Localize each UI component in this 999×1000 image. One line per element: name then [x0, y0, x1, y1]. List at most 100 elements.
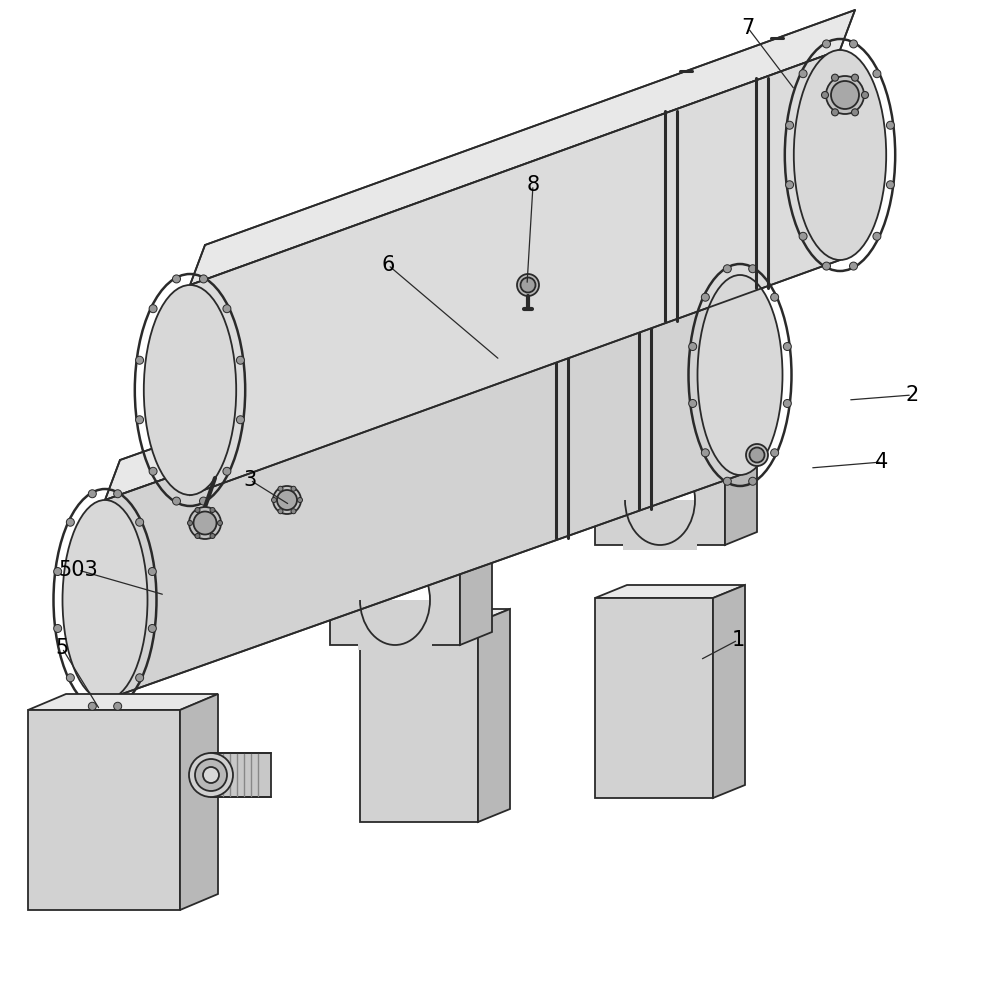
Ellipse shape [701, 293, 709, 301]
Ellipse shape [688, 399, 696, 407]
Ellipse shape [861, 92, 868, 99]
Ellipse shape [886, 121, 894, 129]
Ellipse shape [849, 40, 857, 48]
Ellipse shape [173, 275, 181, 283]
Polygon shape [360, 622, 478, 822]
Ellipse shape [218, 520, 223, 526]
Ellipse shape [189, 753, 233, 797]
Ellipse shape [873, 70, 881, 78]
Ellipse shape [520, 277, 535, 292]
Ellipse shape [697, 275, 782, 475]
Polygon shape [725, 367, 757, 545]
Polygon shape [211, 753, 271, 797]
Ellipse shape [851, 74, 858, 81]
Ellipse shape [821, 92, 828, 99]
Ellipse shape [136, 356, 144, 364]
Ellipse shape [66, 674, 74, 682]
Bar [623, 500, 697, 550]
Polygon shape [105, 235, 755, 500]
Ellipse shape [851, 109, 858, 116]
Polygon shape [460, 467, 492, 645]
Polygon shape [595, 598, 713, 798]
Polygon shape [713, 585, 745, 798]
Text: 5: 5 [55, 638, 69, 658]
Ellipse shape [188, 520, 193, 526]
Ellipse shape [886, 181, 894, 189]
Ellipse shape [723, 265, 731, 273]
Polygon shape [330, 480, 460, 645]
Polygon shape [595, 367, 757, 380]
Ellipse shape [273, 486, 301, 514]
Ellipse shape [114, 490, 122, 498]
Ellipse shape [237, 416, 245, 424]
Text: 4: 4 [875, 452, 889, 472]
Polygon shape [360, 609, 510, 622]
Ellipse shape [783, 399, 791, 407]
Text: 3: 3 [244, 470, 257, 490]
Ellipse shape [277, 490, 297, 510]
Bar [358, 600, 432, 650]
Polygon shape [595, 380, 725, 545]
Polygon shape [28, 694, 218, 710]
Ellipse shape [873, 232, 881, 240]
Ellipse shape [748, 477, 756, 485]
Text: 1: 1 [731, 630, 744, 650]
Ellipse shape [785, 181, 793, 189]
Ellipse shape [148, 624, 156, 632]
Ellipse shape [749, 448, 764, 462]
Ellipse shape [54, 568, 62, 576]
Ellipse shape [149, 467, 157, 475]
Text: 2: 2 [905, 385, 919, 405]
Ellipse shape [200, 275, 208, 283]
Ellipse shape [66, 518, 74, 526]
Ellipse shape [831, 74, 838, 81]
Ellipse shape [770, 449, 778, 457]
Ellipse shape [189, 507, 221, 539]
Ellipse shape [136, 518, 144, 526]
Ellipse shape [783, 343, 791, 351]
Ellipse shape [195, 759, 227, 791]
Ellipse shape [785, 121, 793, 129]
Polygon shape [105, 275, 740, 700]
Ellipse shape [517, 274, 539, 296]
Ellipse shape [148, 568, 156, 576]
Ellipse shape [723, 477, 731, 485]
Ellipse shape [748, 265, 756, 273]
Polygon shape [180, 694, 218, 910]
Ellipse shape [799, 70, 807, 78]
Text: 8: 8 [526, 175, 539, 195]
Polygon shape [28, 710, 180, 910]
Ellipse shape [136, 674, 144, 682]
Ellipse shape [136, 416, 144, 424]
Ellipse shape [237, 356, 245, 364]
Ellipse shape [272, 497, 277, 502]
Ellipse shape [195, 508, 200, 513]
Ellipse shape [88, 490, 96, 498]
Ellipse shape [278, 509, 283, 514]
Ellipse shape [54, 624, 62, 632]
Ellipse shape [770, 293, 778, 301]
Ellipse shape [278, 486, 283, 491]
Ellipse shape [223, 467, 231, 475]
Ellipse shape [194, 512, 217, 534]
Ellipse shape [223, 305, 231, 313]
Ellipse shape [291, 509, 296, 514]
Ellipse shape [203, 767, 219, 783]
Polygon shape [478, 609, 510, 822]
Polygon shape [595, 585, 745, 598]
Ellipse shape [746, 444, 768, 466]
Text: 6: 6 [382, 255, 395, 275]
Ellipse shape [173, 497, 181, 505]
Ellipse shape [149, 305, 157, 313]
Polygon shape [190, 50, 840, 495]
Text: 7: 7 [741, 18, 754, 38]
Ellipse shape [144, 285, 236, 495]
Ellipse shape [298, 497, 303, 502]
Ellipse shape [849, 262, 857, 270]
Polygon shape [190, 10, 855, 285]
Ellipse shape [688, 343, 696, 351]
Ellipse shape [799, 232, 807, 240]
Ellipse shape [826, 76, 864, 114]
Ellipse shape [831, 109, 838, 116]
Ellipse shape [831, 81, 859, 109]
